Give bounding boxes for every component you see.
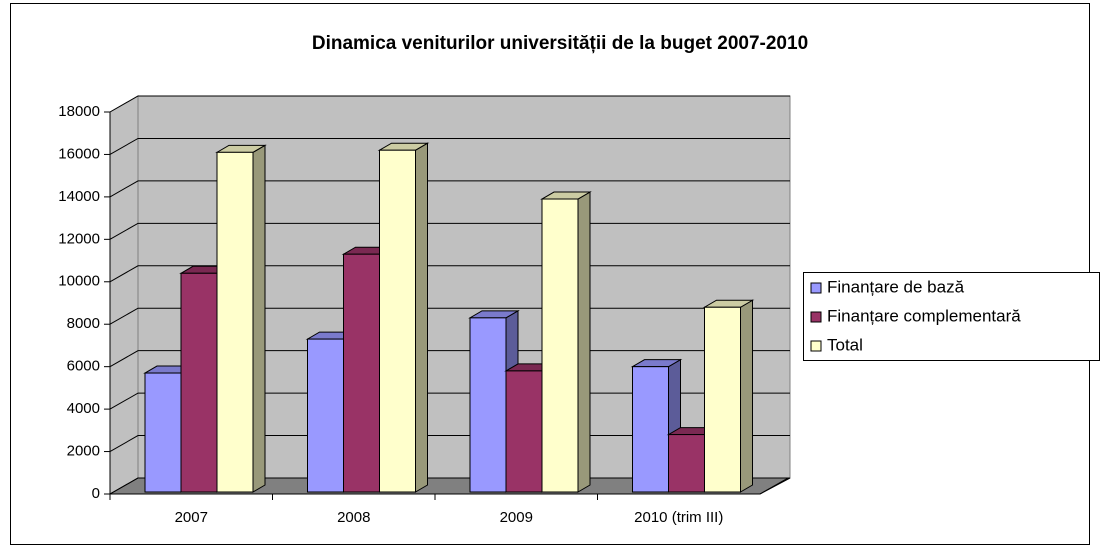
y-tick-label: 8000: [67, 315, 100, 332]
x-tick-label: 2008: [337, 509, 370, 526]
x-tick-label: 2010 (trim III): [634, 509, 723, 526]
y-tick-label: 4000: [67, 400, 100, 417]
legend-label: Finanțare de bază: [827, 277, 965, 296]
y-tick-label: 12000: [58, 230, 100, 247]
legend-label: Total: [827, 335, 863, 354]
bar-side: [740, 299, 753, 493]
grid-line: [109, 180, 790, 198]
y-tick-label: 18000: [58, 103, 100, 120]
bar-front: [343, 253, 380, 493]
bar-front: [505, 370, 543, 493]
legend-swatch: [810, 340, 822, 352]
bar-front: [541, 198, 579, 493]
chart-title: Dinamica veniturilor universității de la…: [312, 33, 808, 54]
bar-front: [704, 306, 741, 493]
bar-front: [180, 272, 218, 493]
y-tick-label: 10000: [58, 273, 100, 290]
x-tick-label: 2009: [500, 509, 533, 526]
bar-side: [252, 144, 266, 493]
grid-line: [109, 137, 790, 155]
bar: [377, 142, 430, 493]
bar-front: [632, 366, 669, 493]
bar-front: [469, 317, 507, 493]
legend-swatch: [810, 282, 822, 294]
bar-front: [668, 434, 705, 493]
legend-label: Finanțare complementară: [827, 306, 1021, 325]
side-wall: [109, 95, 139, 495]
bar-side: [415, 142, 428, 493]
y-tick-label: 2000: [67, 443, 100, 460]
bar: [540, 191, 592, 493]
legend-box: [803, 272, 1100, 361]
y-tick-label: 16000: [58, 145, 100, 162]
grid-line: [109, 95, 790, 113]
bar-front: [307, 338, 344, 493]
y-tick-label: 0: [92, 485, 100, 502]
legend-swatch: [810, 311, 822, 323]
bar: [215, 144, 267, 493]
bar-front: [144, 372, 182, 493]
bar-front: [379, 149, 416, 493]
x-tick-label: 2007: [175, 509, 208, 526]
y-tick-label: 6000: [67, 358, 100, 375]
bar-side: [577, 191, 591, 493]
x-axis-end: [759, 477, 789, 495]
y-tick-label: 14000: [58, 188, 100, 205]
bar-front: [216, 151, 254, 493]
bar: [702, 299, 755, 493]
